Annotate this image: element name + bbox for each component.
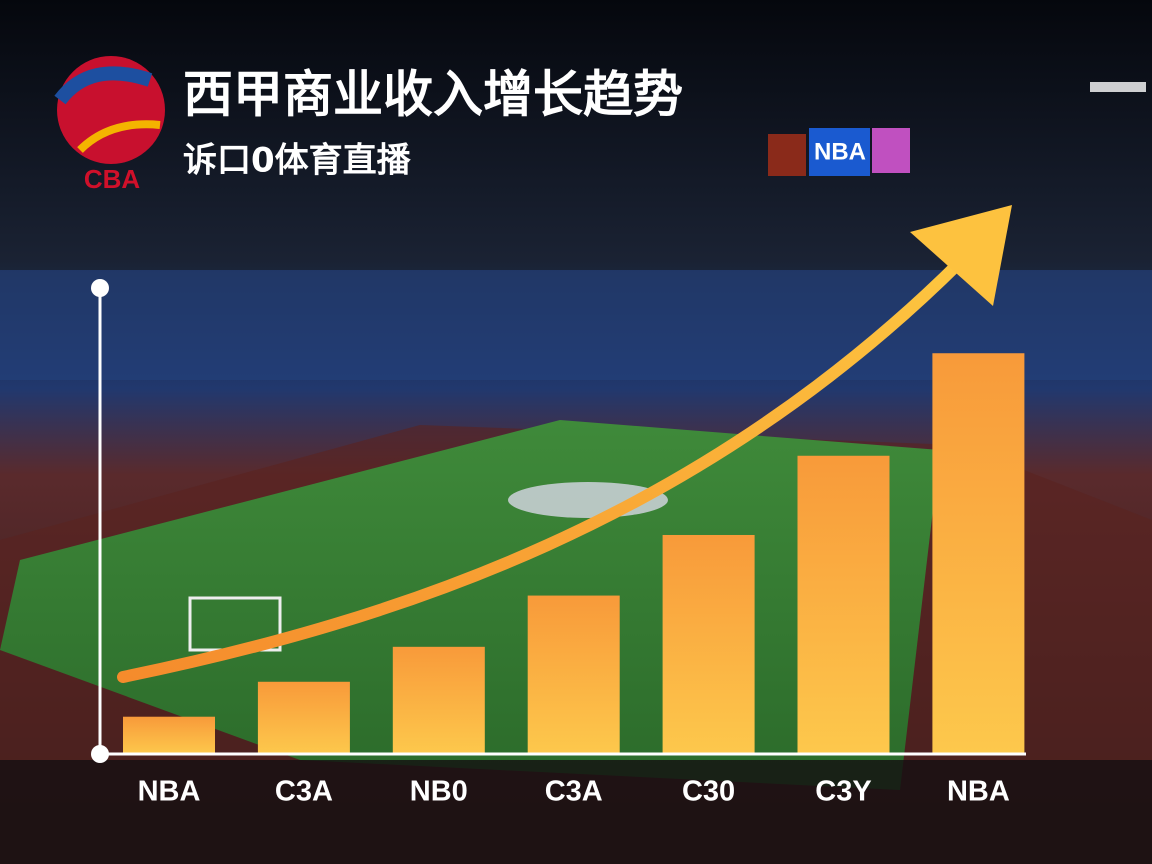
axis-dot	[91, 279, 109, 297]
bar	[662, 534, 755, 754]
axis-dot	[91, 745, 109, 763]
x-tick-label: C30	[682, 776, 735, 808]
x-tick-label: C3A	[545, 776, 603, 808]
x-tick-label: NB0	[410, 776, 468, 808]
x-tick-label: NBA	[138, 776, 201, 808]
trend-arrow-head	[910, 205, 1012, 306]
x-tick-label: C3Y	[815, 776, 871, 808]
x-tick-label: NBA	[947, 776, 1010, 808]
sign-text: NBA	[814, 138, 866, 165]
title: 西甲商业收入增长趋势	[183, 66, 683, 124]
bar	[392, 646, 485, 754]
scoreboard	[768, 134, 806, 176]
x-tick-label: C3A	[275, 776, 333, 808]
bar	[527, 595, 620, 754]
scoreboard	[872, 128, 910, 173]
trend-arrow	[117, 256, 966, 683]
logo: CBA	[54, 56, 165, 194]
bar	[257, 681, 350, 754]
scoreboard	[809, 128, 870, 176]
plot: NBA C3A NB0 C3A C30 C3Y NBA	[123, 353, 1025, 808]
bar	[123, 716, 215, 754]
logo-text: CBA	[84, 164, 141, 194]
subtitle: 诉口0体育直播	[183, 141, 412, 181]
bar	[932, 353, 1025, 754]
bar	[797, 455, 890, 754]
